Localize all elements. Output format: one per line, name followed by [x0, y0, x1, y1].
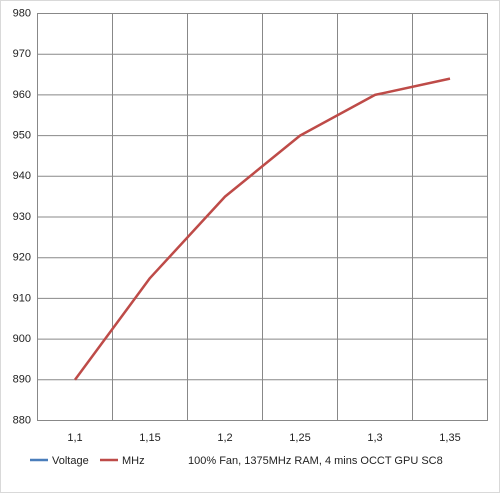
y-tick-label: 940	[13, 170, 31, 182]
x-tick-label: 1,3	[367, 432, 382, 444]
x-tick-label: 1,1	[67, 432, 82, 444]
x-tick-label: 1,35	[439, 432, 460, 444]
y-tick-label: 970	[13, 48, 31, 60]
y-tick-label: 910	[13, 292, 31, 304]
legend-label: MHz	[122, 455, 145, 467]
y-tick-label: 900	[13, 333, 31, 345]
y-tick-label: 960	[13, 89, 31, 101]
y-tick-label: 880	[13, 414, 31, 426]
x-tick-label: 1,2	[217, 432, 232, 444]
y-tick-label: 930	[13, 211, 31, 223]
y-tick-label: 950	[13, 130, 31, 142]
data-line	[73, 77, 451, 381]
annotation: 100% Fan, 1375MHz RAM, 4 mins OCCT GPU S…	[188, 455, 443, 467]
y-tick-label: 980	[13, 7, 31, 19]
y-tick-label: 890	[13, 374, 31, 386]
x-tick-label: 1,15	[139, 432, 160, 444]
y-tick-label: 920	[13, 252, 31, 264]
x-tick-label: 1,25	[289, 432, 310, 444]
legend-label: Voltage	[52, 455, 89, 467]
